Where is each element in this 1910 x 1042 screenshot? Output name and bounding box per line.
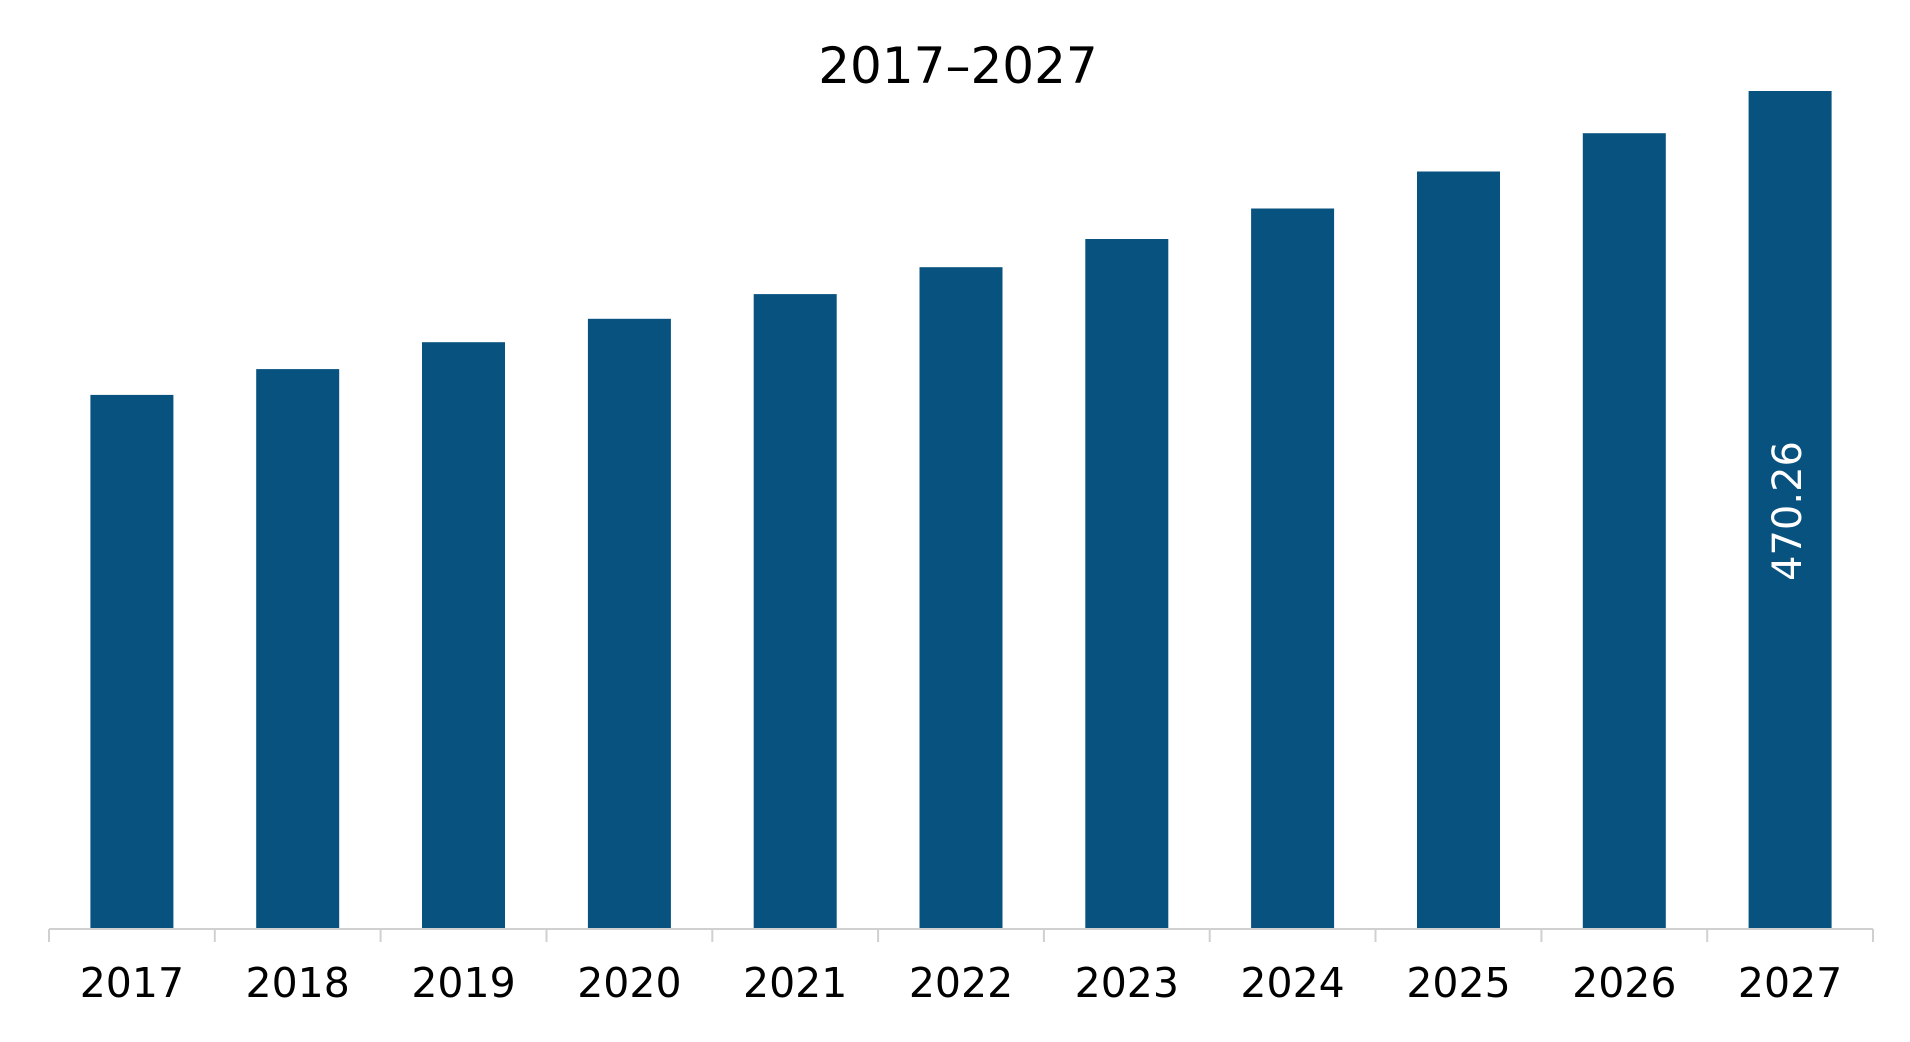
bar-2025: [1417, 171, 1500, 929]
bar-2021: [753, 294, 837, 930]
chart-title: 2017–2027: [818, 37, 1098, 95]
x-tick-label-2021: 2021: [743, 959, 847, 1007]
bars-layer: [90, 91, 1832, 930]
bar-2022: [919, 267, 1003, 929]
bar-2024: [1251, 208, 1335, 929]
data-label-2027: 470.26: [1765, 441, 1811, 581]
x-tick-label-2020: 2020: [577, 959, 681, 1007]
bar-2026: [1582, 133, 1666, 929]
bar-2023: [1085, 239, 1169, 929]
bar-2027: [1748, 91, 1832, 929]
x-tick-label-2023: 2023: [1075, 959, 1179, 1007]
x-tick-label-2019: 2019: [411, 959, 515, 1007]
bar-2020: [587, 318, 671, 929]
x-tick-label-2024: 2024: [1240, 959, 1344, 1007]
x-tick-label-2022: 2022: [909, 959, 1013, 1007]
x-tick-label-2017: 2017: [80, 959, 184, 1007]
x-tick-label-2025: 2025: [1406, 959, 1510, 1007]
x-tick-label-2026: 2026: [1572, 959, 1676, 1007]
bar-2018: [256, 369, 340, 930]
data-labels-layer: 470.26: [1765, 441, 1811, 581]
x-axis: 2017 2018 2019 2020 2021 2022 2023 2024 2025 2026…: [48, 928, 1874, 1007]
x-tick-label-2027: 2027: [1738, 959, 1842, 1007]
x-tick-label-2018: 2018: [246, 959, 350, 1007]
bar-2017: [90, 394, 174, 929]
bar-2019: [422, 342, 505, 929]
